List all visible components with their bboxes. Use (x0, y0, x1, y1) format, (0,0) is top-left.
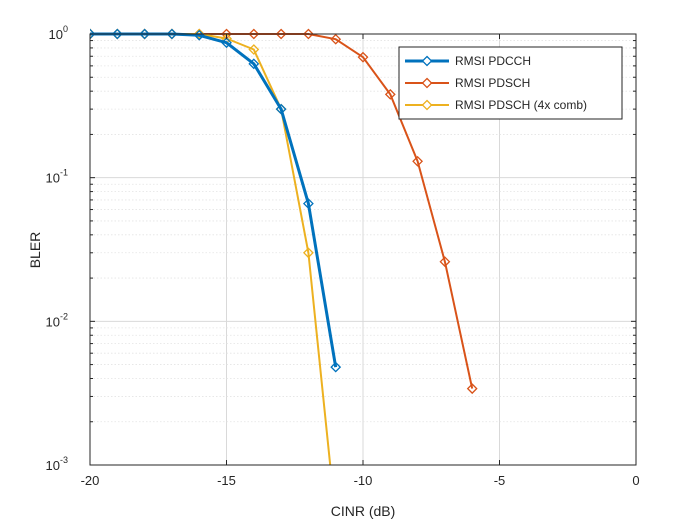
y-tick-exponent: -3 (60, 455, 68, 465)
data-point (439, 256, 451, 268)
x-tick-label: -20 (81, 473, 100, 488)
y-axis-label: BLER (27, 232, 43, 269)
data-point (275, 103, 287, 115)
data-point (248, 44, 260, 55)
data-point (302, 247, 314, 259)
legend-marker (421, 55, 433, 67)
x-tick-label: -10 (354, 473, 373, 488)
legend-item: RMSI PDCCH (405, 54, 531, 68)
legend-label: RMSI PDSCH (4x comb) (455, 98, 587, 112)
data-point (384, 88, 396, 100)
data-point (111, 28, 123, 40)
data-point (139, 28, 151, 40)
data-point (302, 28, 314, 40)
data-point (248, 28, 260, 40)
data-point (166, 28, 178, 40)
x-axis-label: CINR (dB) (331, 503, 396, 519)
data-point (221, 37, 232, 49)
legend-item: RMSI PDSCH (405, 76, 530, 90)
legend-label: RMSI PDSCH (455, 76, 530, 90)
data-point (412, 155, 424, 167)
data-point (248, 58, 260, 70)
legend-marker (421, 77, 433, 89)
y-tick-exponent: -1 (60, 168, 68, 178)
legend: RMSI PDCCH RMSI PDSCH RMSI PDSCH (4x comb) (398, 46, 623, 120)
x-tick-label: 0 (632, 473, 639, 488)
data-point (90, 28, 96, 40)
data-point (193, 28, 205, 40)
data-point (275, 28, 287, 40)
legend-item: RMSI PDSCH (4x comb) (405, 98, 587, 112)
y-tick-exponent: 0 (63, 24, 68, 34)
legend-marker (421, 99, 433, 111)
data-point (330, 33, 342, 45)
y-tick-exponent: -2 (60, 311, 68, 321)
x-tick-label: -15 (217, 473, 236, 488)
data-point (357, 51, 369, 63)
legend-label: RMSI PDCCH (455, 54, 531, 68)
data-point (330, 361, 342, 373)
data-point (302, 198, 314, 210)
x-tick-label: -5 (494, 473, 506, 488)
data-point (466, 383, 478, 395)
